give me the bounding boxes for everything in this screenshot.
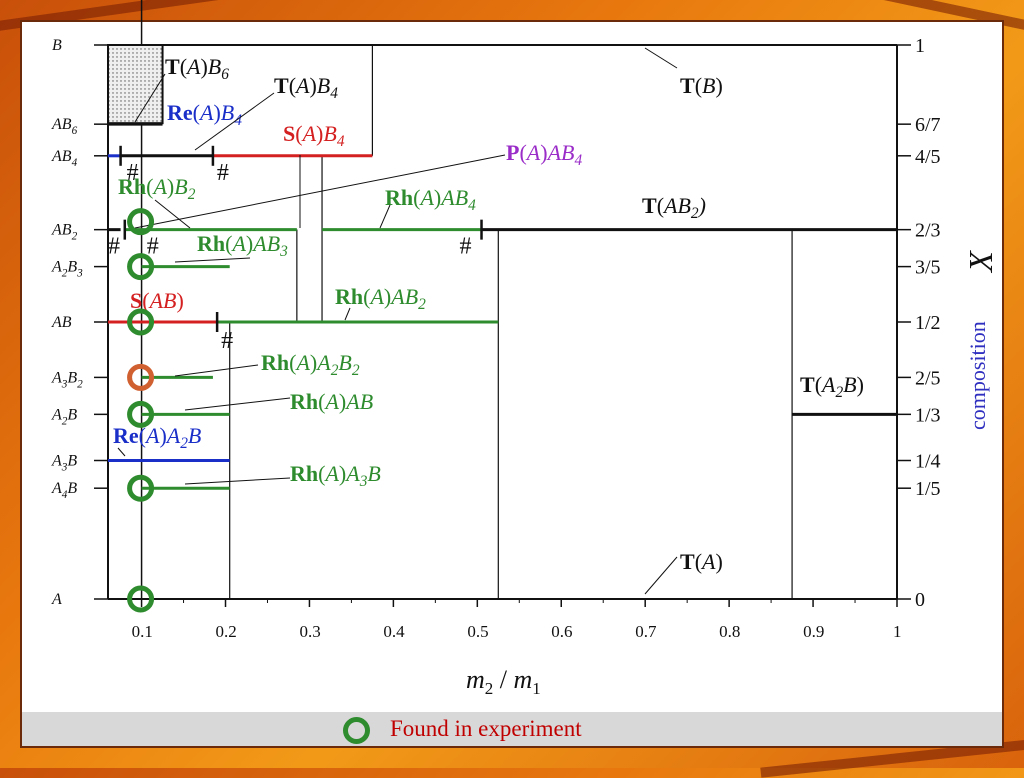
leader-line: [174, 257, 251, 263]
phase-label: Rh(A)AB3: [197, 231, 288, 260]
leader-line: [117, 447, 126, 457]
x-tick-label: 0.4: [383, 622, 405, 641]
composition-label-right: 6/7: [915, 114, 941, 136]
composition-label-right: 3/5: [915, 257, 941, 279]
legend-ring-icon: [343, 717, 370, 744]
phase-label: T(A)B4: [274, 73, 338, 102]
composition-label-left: A3B: [51, 453, 77, 474]
hash-mark: #: [108, 234, 120, 260]
composition-label-left: A4B: [51, 480, 77, 501]
composition-label-left: A2B3: [51, 259, 83, 280]
composition-label-right: 1/5: [915, 478, 941, 500]
phase-label: Re(A)A2B: [113, 423, 201, 452]
leader-line: [644, 556, 678, 595]
phase-label: T(A): [680, 549, 723, 574]
composition-label-left: A: [51, 591, 62, 608]
composition-label-right: 4/5: [915, 146, 941, 168]
x-tick-label: 0.1: [132, 622, 153, 641]
legend-label: Found in experiment: [390, 716, 582, 741]
legend-bar: [22, 712, 1002, 746]
leader-line: [344, 307, 351, 321]
x-tick-label: 0.2: [216, 622, 237, 641]
experiment-point-ring: [127, 363, 155, 391]
leader-line: [184, 397, 291, 411]
x-tick-label: 0.8: [719, 622, 740, 641]
hash-mark: #: [217, 160, 229, 186]
phase-label: Rh(A)AB4: [385, 185, 476, 214]
shaded-region: [107, 44, 164, 125]
phase-label: T(AB2): [642, 193, 706, 222]
experiment-point-ring: [127, 400, 155, 428]
y-axis-title: X: [963, 250, 1000, 274]
leader-line: [174, 364, 259, 377]
phase-label: S(A)B4: [283, 121, 345, 150]
x-tick-label: 0.7: [635, 622, 657, 641]
experiment-point-ring: [127, 253, 155, 281]
experiment-point-ring: [127, 585, 155, 613]
phase-label: S(AB): [130, 288, 184, 313]
leader-line: [644, 47, 678, 69]
hash-mark: #: [127, 160, 139, 186]
x-tick-label: 1: [893, 622, 902, 641]
phase-label: Re(A)B4: [167, 100, 242, 129]
phase-label: Rh(A)AB2: [335, 284, 426, 313]
x-tick-label: 0.3: [299, 622, 320, 641]
leader-line: [134, 73, 166, 123]
x-tick-label: 0.6: [551, 622, 572, 641]
composition-label-right: 1/2: [915, 312, 941, 334]
phase-label: Rh(A)B2: [118, 174, 196, 203]
leader-line: [379, 204, 391, 229]
composition-label-right: 1: [915, 35, 925, 57]
composition-label-left: B: [52, 37, 62, 54]
composition-label-left: AB6: [51, 116, 78, 137]
composition-label-left: A2B: [51, 406, 77, 427]
phase-label: Rh(A)AB: [290, 389, 373, 414]
composition-label-right: 0: [915, 589, 925, 611]
leader-line: [194, 92, 275, 151]
experiment-point-ring: [127, 208, 155, 236]
composition-label-left: AB2: [51, 222, 78, 243]
experiment-point-ring: [127, 474, 155, 502]
experiment-point-ring: [127, 308, 155, 336]
x-axis-title: m2 / m1: [466, 665, 541, 698]
phase-label: Rh(A)A2B2: [261, 350, 360, 379]
phase-label: T(B): [680, 73, 723, 98]
composition-label-left: A3B2: [51, 369, 83, 390]
phase-label: T(A)B6: [165, 54, 229, 83]
slide-frame: [20, 20, 1004, 748]
composition-label-left: AB4: [51, 148, 78, 169]
leader-line: [184, 477, 291, 485]
phase-label: Rh(A)A3B: [290, 461, 381, 490]
phase-label: T(A2B): [800, 372, 864, 401]
composition-label-right: 2/3: [915, 220, 941, 242]
hash-mark: #: [147, 234, 159, 260]
composition-label-left: AB: [51, 314, 72, 331]
x-tick-label: 0.5: [467, 622, 488, 641]
leader-line: [154, 199, 191, 229]
hash-mark: #: [221, 328, 233, 354]
leader-line: [134, 154, 506, 229]
x-tick-label: 0.9: [803, 622, 824, 641]
phase-label: P(A)AB4: [506, 140, 582, 169]
composition-label-right: 2/5: [915, 367, 941, 389]
y-axis-subtitle: composition: [965, 321, 990, 430]
composition-label-right: 1/3: [915, 404, 941, 426]
hash-mark: #: [460, 234, 472, 260]
composition-label-right: 1/4: [915, 451, 941, 473]
